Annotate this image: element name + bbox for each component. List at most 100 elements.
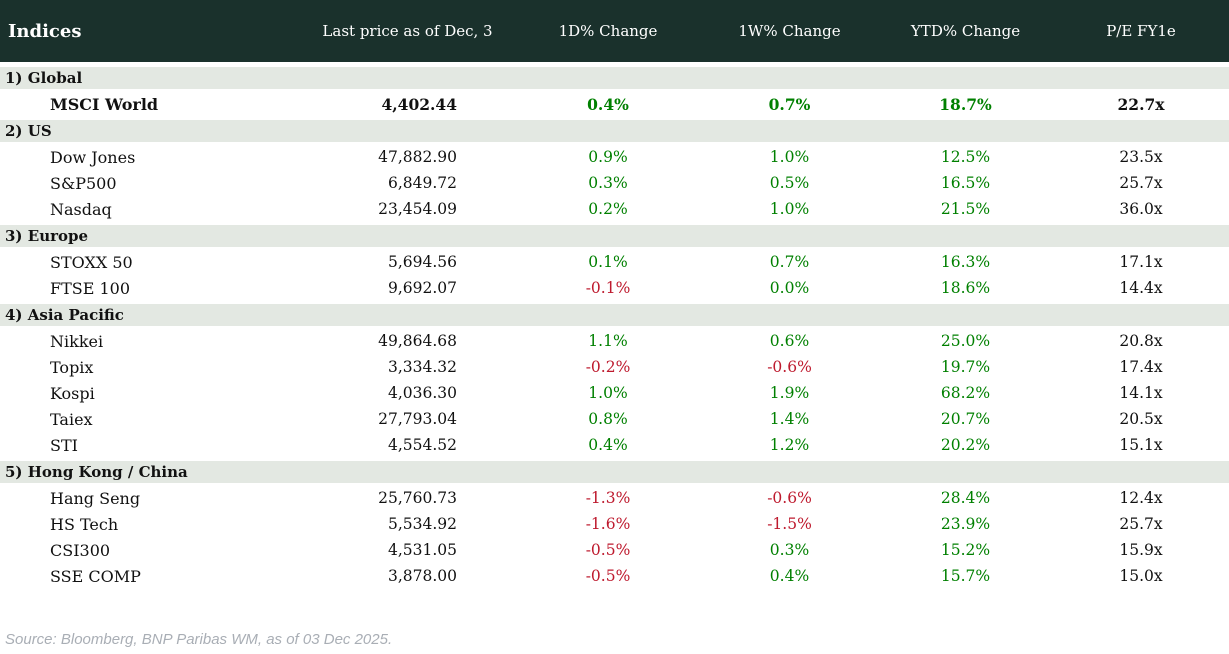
index-name: STI <box>50 435 78 455</box>
1w-change: -0.6% <box>767 489 812 507</box>
column-header-last-price: Last price as of Dec, 3 <box>322 22 493 40</box>
pe-ratio: 12.4x <box>1119 489 1163 507</box>
index-name: Nasdaq <box>50 199 112 219</box>
1w-change: 0.6% <box>769 332 810 350</box>
1w-change: 1.2% <box>769 436 810 454</box>
index-name: CSI300 <box>50 540 111 560</box>
table-row: STOXX 50 5,694.56 0.1% 0.7% 16.3% 17.1x <box>0 249 1229 275</box>
1w-change: 0.4% <box>769 567 810 585</box>
ytd-change: 12.5% <box>940 148 991 166</box>
1d-change: -0.1% <box>585 279 631 297</box>
ytd-change: 21.5% <box>940 200 991 218</box>
last-price: 4,531.05 <box>387 541 457 559</box>
1d-change: 0.8% <box>588 410 628 428</box>
index-name: Nikkei <box>50 331 104 351</box>
1w-change: 1.0% <box>769 200 810 218</box>
pe-ratio: 22.7x <box>1117 94 1165 114</box>
1w-change: -1.5% <box>767 515 812 533</box>
1d-change: -1.3% <box>585 489 631 507</box>
1d-change: 1.0% <box>588 384 628 402</box>
section-row: 2) US <box>0 120 1229 142</box>
pe-ratio: 15.1x <box>1119 436 1163 454</box>
table-row: MSCI World 4,402.44 0.4% 0.7% 18.7% 22.7x <box>0 91 1229 117</box>
table-row: FTSE 100 9,692.07 -0.1% 0.0% 18.6% 14.4x <box>0 275 1229 301</box>
column-header-ytd-change: YTD% Change <box>910 22 1021 40</box>
1w-change: 0.5% <box>769 174 810 192</box>
pe-ratio: 14.4x <box>1119 279 1163 297</box>
section-row: 4) Asia Pacific <box>0 304 1229 326</box>
index-name: S&P500 <box>50 173 117 193</box>
section-row: 3) Europe <box>0 225 1229 247</box>
last-price: 4,036.30 <box>387 384 457 402</box>
column-header-1w-change: 1W% Change <box>738 22 841 40</box>
ytd-change: 20.2% <box>940 436 991 454</box>
last-price: 4,554.52 <box>387 436 457 454</box>
1w-change: -0.6% <box>767 358 812 376</box>
pe-ratio: 25.7x <box>1119 515 1163 533</box>
section-row: 5) Hong Kong / China <box>0 461 1229 483</box>
1d-change: -0.5% <box>585 567 631 585</box>
index-name: Kospi <box>50 383 95 403</box>
index-name: Hang Seng <box>50 488 141 508</box>
index-name: Taiex <box>50 409 93 429</box>
table-row: S&P500 6,849.72 0.3% 0.5% 16.5% 25.7x <box>0 170 1229 196</box>
1w-change: 1.4% <box>769 410 810 428</box>
table-row: Nikkei 49,864.68 1.1% 0.6% 25.0% 20.8x <box>0 328 1229 354</box>
ytd-change: 23.9% <box>940 515 991 533</box>
pe-ratio: 15.9x <box>1119 541 1163 559</box>
table-row: Topix 3,334.32 -0.2% -0.6% 19.7% 17.4x <box>0 354 1229 380</box>
pe-ratio: 17.4x <box>1119 358 1163 376</box>
1w-change: 1.0% <box>769 148 810 166</box>
table-row: CSI300 4,531.05 -0.5% 0.3% 15.2% 15.9x <box>0 537 1229 563</box>
pe-ratio: 14.1x <box>1119 384 1163 402</box>
table-row: STI 4,554.52 0.4% 1.2% 20.2% 15.1x <box>0 432 1229 458</box>
last-price: 27,793.04 <box>378 410 457 428</box>
last-price: 47,882.90 <box>378 148 457 166</box>
1d-change: -0.2% <box>585 358 631 376</box>
section-row: 1) Global <box>0 67 1229 89</box>
pe-ratio: 25.7x <box>1119 174 1163 192</box>
1d-change: -1.6% <box>585 515 631 533</box>
last-price: 5,694.56 <box>387 253 457 271</box>
table-row: SSE COMP 3,878.00 -0.5% 0.4% 15.7% 15.0x <box>0 563 1229 589</box>
ytd-change: 68.2% <box>940 384 991 402</box>
ytd-change: 15.2% <box>940 541 991 559</box>
ytd-change: 25.0% <box>940 332 991 350</box>
1d-change: 0.4% <box>587 94 629 114</box>
pe-ratio: 20.5x <box>1119 410 1163 428</box>
1d-change: 0.1% <box>588 253 628 271</box>
index-name: Topix <box>50 357 94 377</box>
1d-change: 1.1% <box>588 332 628 350</box>
source-note: Source: Bloomberg, BNP Paribas WM, as of… <box>5 631 393 648</box>
pe-ratio: 17.1x <box>1119 253 1163 271</box>
pe-ratio: 15.0x <box>1119 567 1163 585</box>
last-price: 25,760.73 <box>378 489 457 507</box>
1w-change: 0.0% <box>769 279 810 297</box>
last-price: 3,878.00 <box>387 567 457 585</box>
index-name: MSCI World <box>50 94 159 114</box>
table-row: HS Tech 5,534.92 -1.6% -1.5% 23.9% 25.7x <box>0 511 1229 537</box>
index-name: HS Tech <box>50 514 119 534</box>
column-header-pe: P/E FY1e <box>1106 22 1176 40</box>
table-header: Indices Last price as of Dec, 3 1D% Chan… <box>0 0 1229 62</box>
index-name: FTSE 100 <box>50 278 131 298</box>
table-row: Kospi 4,036.30 1.0% 1.9% 68.2% 14.1x <box>0 380 1229 406</box>
table-row: Hang Seng 25,760.73 -1.3% -0.6% 28.4% 12.4x <box>0 485 1229 511</box>
ytd-change: 20.7% <box>940 410 991 428</box>
1w-change: 1.9% <box>769 384 810 402</box>
index-name: SSE COMP <box>50 566 141 586</box>
table-row: Dow Jones 47,882.90 0.9% 1.0% 12.5% 23.5x <box>0 144 1229 170</box>
1d-change: 0.3% <box>588 174 628 192</box>
ytd-change: 18.6% <box>940 279 991 297</box>
1d-change: 0.4% <box>588 436 628 454</box>
ytd-change: 16.3% <box>940 253 991 271</box>
1d-change: 0.2% <box>588 200 628 218</box>
ytd-change: 15.7% <box>940 567 991 585</box>
pe-ratio: 23.5x <box>1119 148 1163 166</box>
ytd-change: 19.7% <box>940 358 991 376</box>
table-row: Nasdaq 23,454.09 0.2% 1.0% 21.5% 36.0x <box>0 196 1229 222</box>
ytd-change: 16.5% <box>940 174 991 192</box>
last-price: 9,692.07 <box>387 279 457 297</box>
column-header-1d-change: 1D% Change <box>558 22 658 40</box>
1d-change: 0.9% <box>588 148 628 166</box>
